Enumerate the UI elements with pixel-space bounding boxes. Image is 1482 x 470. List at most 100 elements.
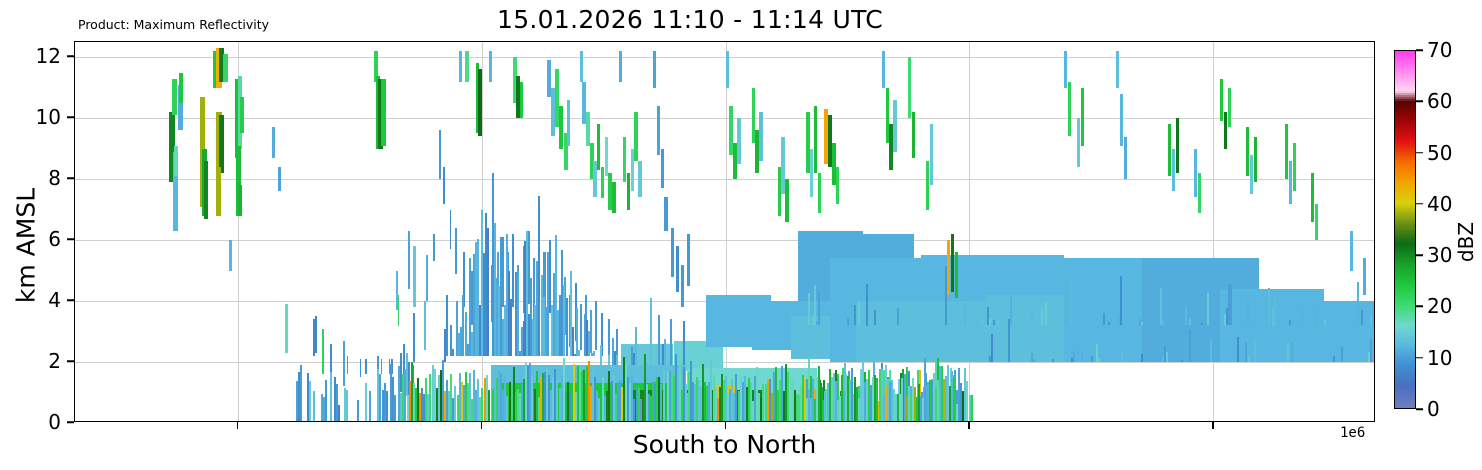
- colorbar-band: [1395, 250, 1415, 254]
- colorbar-band: [1395, 282, 1415, 286]
- colorbar-band: [1395, 107, 1415, 111]
- reflectivity-cell: [381, 389, 384, 421]
- reflectivity-cell: [374, 51, 379, 82]
- reflectivity-cell: [809, 397, 812, 421]
- reflectivity-cell: [582, 81, 586, 125]
- reflectivity-cell: [590, 310, 593, 353]
- reflectivity-cell: [714, 387, 717, 421]
- reflectivity-cell: [727, 394, 730, 421]
- reflectivity-cell: [391, 359, 393, 375]
- colorbar-band: [1395, 363, 1415, 367]
- reflectivity-cell: [606, 391, 609, 421]
- colorbar-band: [1395, 300, 1415, 303]
- reflectivity-cell: [514, 391, 517, 421]
- reflectivity-cell: [777, 389, 779, 421]
- colorbar-band: [1395, 155, 1415, 159]
- reflectivity-cell: [520, 326, 523, 356]
- reflectivity-cell: [654, 382, 657, 421]
- reflectivity-cell: [456, 300, 459, 356]
- reflectivity-cell: [452, 398, 455, 421]
- colorbar-band: [1395, 167, 1415, 170]
- reflectivity-cell: [1253, 339, 1256, 362]
- reflectivity-cell: [885, 87, 889, 143]
- reflectivity-cell: [546, 368, 548, 421]
- reflectivity-cell: [1357, 282, 1360, 326]
- reflectivity-cell: [312, 390, 315, 421]
- reflectivity-cell: [984, 325, 987, 327]
- reflectivity-cell: [379, 374, 382, 421]
- colorbar-band: [1395, 196, 1415, 200]
- reflectivity-cell: [1167, 124, 1172, 177]
- reflectivity-cell: [1288, 160, 1293, 204]
- reflectivity-cell: [620, 387, 623, 421]
- reflectivity-cell: [679, 355, 682, 421]
- reflectivity-cell: [1045, 302, 1047, 326]
- reflectivity-cell: [377, 368, 380, 421]
- reflectivity-cell: [592, 351, 595, 356]
- x-axis-label: South to North: [632, 430, 817, 459]
- reflectivity-cell: [614, 351, 617, 366]
- reflectivity-cell: [321, 394, 324, 421]
- x-tick-mark: [480, 422, 483, 429]
- reflectivity-cell: [470, 332, 473, 356]
- colorbar-band: [1395, 387, 1415, 391]
- reflectivity-cell: [980, 319, 983, 326]
- colorbar-band: [1395, 133, 1415, 137]
- colorbar-band: [1395, 288, 1415, 291]
- reflectivity-cell: [1188, 318, 1191, 326]
- reflectivity-cell: [521, 383, 523, 421]
- reflectivity-cell: [413, 246, 416, 308]
- reflectivity-cell: [458, 51, 462, 82]
- reflectivity-cell: [412, 365, 414, 396]
- reflectivity-cell: [993, 319, 995, 326]
- colorbar-band: [1395, 383, 1415, 387]
- colorbar-band: [1395, 226, 1415, 230]
- reflectivity-cell: [557, 310, 560, 356]
- reflectivity-cell: [223, 54, 228, 82]
- reflectivity-cell: [498, 371, 501, 421]
- reflectivity-cell: [556, 378, 559, 421]
- colorbar-band: [1395, 135, 1415, 139]
- reflectivity-cell: [313, 319, 316, 356]
- colorbar-band: [1395, 242, 1415, 246]
- reflectivity-cell: [423, 393, 426, 421]
- colorbar-band: [1395, 262, 1415, 266]
- colorbar-band: [1395, 361, 1415, 365]
- colorbar-tick-mark: [1416, 356, 1423, 359]
- y-tick-label: 0: [48, 410, 61, 434]
- reflectivity-cell: [554, 369, 557, 421]
- reflectivity-cell: [536, 261, 539, 356]
- colorbar-band: [1395, 349, 1415, 353]
- reflectivity-cell: [1301, 308, 1304, 326]
- reflectivity-cell: [460, 382, 463, 421]
- reflectivity-cell: [874, 375, 877, 421]
- reflectivity-cell: [412, 383, 415, 421]
- reflectivity-cell: [389, 364, 392, 421]
- colorbar-band: [1395, 123, 1415, 127]
- reflectivity-cell: [383, 382, 386, 421]
- x-tick-mark: [1212, 422, 1214, 429]
- reflectivity-cell: [600, 167, 604, 198]
- reflectivity-cell: [686, 234, 690, 286]
- colorbar-band: [1395, 315, 1415, 319]
- reflectivity-cell: [479, 397, 482, 421]
- y-tick-label: 2: [48, 349, 61, 373]
- reflectivity-cell: [444, 391, 446, 421]
- reflectivity-cell: [501, 237, 504, 308]
- reflectivity-cell: [546, 252, 549, 356]
- reflectivity-cell: [822, 399, 825, 421]
- reflectivity-cell: [658, 377, 661, 421]
- reflectivity-cell: [872, 376, 875, 421]
- reflectivity-cell: [963, 302, 966, 326]
- reflectivity-cell: [543, 372, 546, 421]
- reflectivity-cell: [660, 148, 664, 189]
- reflectivity-cell: [818, 292, 821, 326]
- reflectivity-cell: [1138, 319, 1141, 326]
- reflectivity-cell: [806, 112, 810, 174]
- reflectivity-cell: [460, 327, 463, 356]
- reflectivity-cell: [559, 309, 562, 356]
- reflectivity-cell: [1271, 307, 1274, 326]
- colorbar-band: [1395, 103, 1415, 107]
- colorbar-band: [1395, 202, 1415, 206]
- reflectivity-cell: [964, 367, 967, 421]
